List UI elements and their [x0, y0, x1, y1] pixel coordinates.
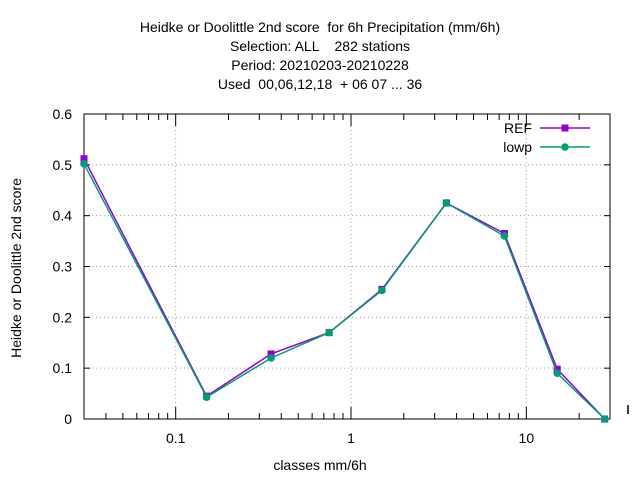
- data-point-lowp: [600, 415, 609, 423]
- title-line-3: Period: 20210203-20210228: [231, 57, 409, 73]
- legend-label-ref: REF: [504, 120, 532, 136]
- y-tick-label: 0.6: [53, 106, 73, 122]
- y-tick-label: 0.4: [53, 208, 73, 224]
- title-line-4: Used 00,06,12,18 + 06 07 ... 36: [217, 76, 423, 92]
- data-point-lowp: [202, 393, 211, 401]
- y-tick-label: 0.2: [53, 309, 73, 325]
- data-point-lowp: [80, 160, 88, 168]
- data-point-lowp: [553, 369, 562, 378]
- series-line-ref: [83, 158, 606, 420]
- legend-marker-ref: [561, 124, 569, 132]
- data-point-lowp: [500, 232, 509, 240]
- y-tick-label: 0: [64, 411, 72, 427]
- data-point-ref: [267, 350, 275, 358]
- title-line-1: Heidke or Doolittle 2nd score for 6h Pre…: [139, 19, 501, 35]
- series-layer: [80, 155, 609, 423]
- data-point-lowp: [378, 286, 386, 295]
- data-point-lowp: [267, 354, 275, 362]
- data-point-ref: [80, 155, 88, 163]
- grid-layer: [84, 114, 610, 419]
- x-axis-label: classes mm/6h: [273, 457, 367, 473]
- legend: REF lowp: [503, 120, 590, 155]
- data-point-lowp: [325, 328, 333, 337]
- legend-marker-lowp: [561, 143, 569, 151]
- data-point-ref: [553, 365, 561, 373]
- y-tick-label: 0.5: [53, 157, 73, 173]
- title-line-2: Selection: ALL 282 stations: [229, 38, 411, 54]
- x-tick-label: 0.1: [166, 430, 186, 446]
- axis-layer: 0 0.1 0.2 0.3 0.4 0.5 0.6 0.1 1 10: [53, 106, 629, 446]
- legend-label-lowp: lowp: [503, 139, 532, 155]
- x-tick-label: 10: [519, 430, 535, 446]
- data-point-lowp: [442, 199, 451, 207]
- y-tick-label: 0.1: [53, 360, 73, 376]
- x-tick-label: 1: [347, 430, 355, 446]
- plot-border: [83, 113, 611, 420]
- y-tick-label: 0.3: [53, 259, 73, 275]
